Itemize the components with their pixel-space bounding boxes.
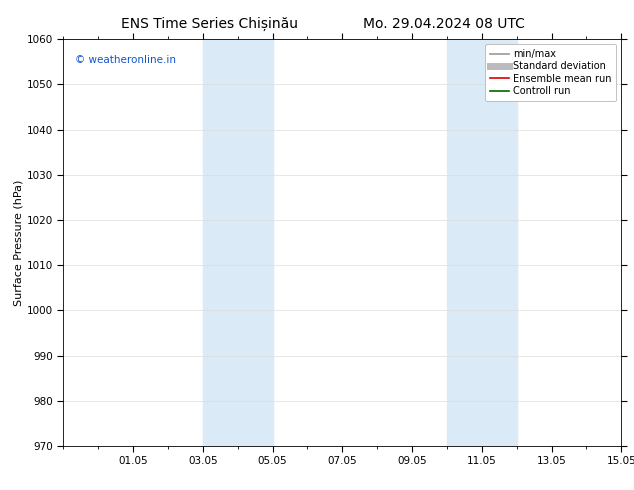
Y-axis label: Surface Pressure (hPa): Surface Pressure (hPa) <box>14 179 24 306</box>
Legend: min/max, Standard deviation, Ensemble mean run, Controll run: min/max, Standard deviation, Ensemble me… <box>485 44 616 101</box>
Bar <box>447 39 517 446</box>
Text: ENS Time Series Chișinău: ENS Time Series Chișinău <box>120 17 298 31</box>
Text: © weatheronline.in: © weatheronline.in <box>75 55 176 66</box>
Text: Mo. 29.04.2024 08 UTC: Mo. 29.04.2024 08 UTC <box>363 17 525 31</box>
Bar <box>203 39 273 446</box>
